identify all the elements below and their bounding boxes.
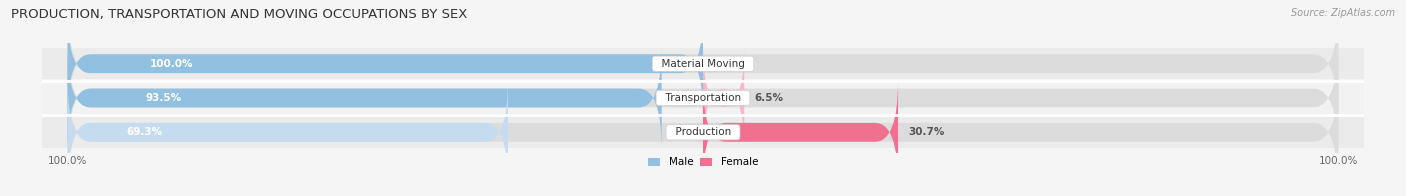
FancyBboxPatch shape [703, 80, 898, 185]
FancyBboxPatch shape [67, 5, 1339, 123]
FancyBboxPatch shape [42, 48, 1364, 79]
FancyBboxPatch shape [703, 46, 744, 150]
Text: Production: Production [669, 127, 737, 137]
Text: Transportation: Transportation [658, 93, 748, 103]
FancyBboxPatch shape [42, 117, 1364, 148]
FancyBboxPatch shape [67, 39, 1339, 157]
Text: 93.5%: 93.5% [145, 93, 181, 103]
FancyBboxPatch shape [67, 11, 703, 116]
FancyBboxPatch shape [67, 46, 662, 150]
Text: PRODUCTION, TRANSPORTATION AND MOVING OCCUPATIONS BY SEX: PRODUCTION, TRANSPORTATION AND MOVING OC… [11, 8, 468, 21]
Text: Material Moving: Material Moving [655, 59, 751, 69]
FancyBboxPatch shape [67, 73, 1339, 191]
Legend: Male, Female: Male, Female [648, 157, 758, 167]
Text: Source: ZipAtlas.com: Source: ZipAtlas.com [1291, 8, 1395, 18]
Text: 100.0%: 100.0% [150, 59, 194, 69]
Text: 0.0%: 0.0% [710, 59, 738, 69]
Text: 30.7%: 30.7% [908, 127, 945, 137]
FancyBboxPatch shape [67, 80, 508, 185]
Text: 6.5%: 6.5% [755, 93, 783, 103]
Text: 69.3%: 69.3% [127, 127, 163, 137]
FancyBboxPatch shape [42, 82, 1364, 114]
